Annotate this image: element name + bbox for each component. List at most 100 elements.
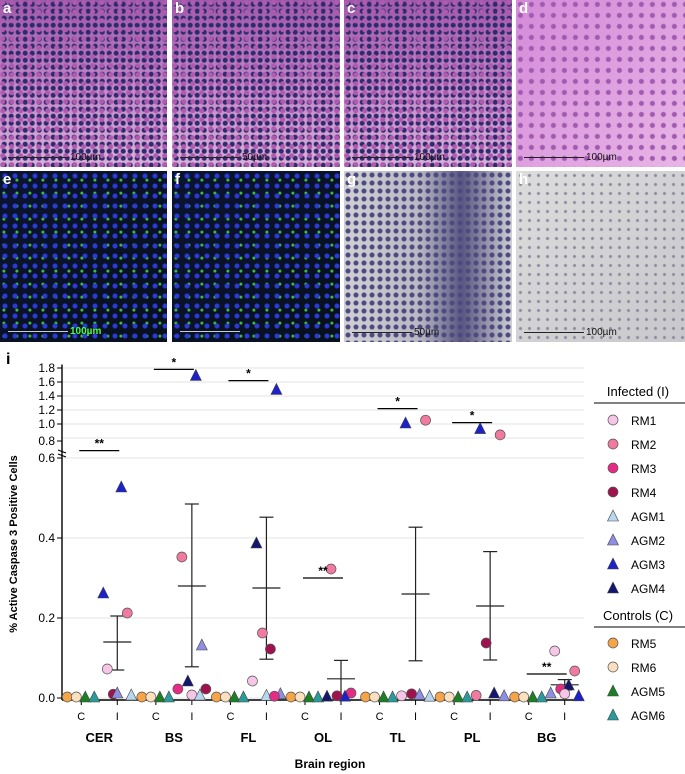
significance-label: * [470, 409, 475, 423]
data-point-agm1 [260, 688, 273, 701]
data-point-agm3 [572, 689, 585, 702]
legend-marker-agm3 [607, 557, 619, 570]
legend-label: RM5 [631, 637, 657, 651]
y-tick-label: 1.6 [38, 375, 55, 389]
micrograph-panel-d: d 100µm [516, 0, 685, 167]
panel-label-i: i [6, 351, 10, 368]
scale-label: 100µm [70, 152, 101, 163]
legend-label: AGM6 [631, 709, 665, 723]
data-point-rm2 [420, 414, 431, 426]
data-point-rm4 [480, 637, 492, 649]
significance-label: * [172, 355, 177, 369]
data-point-rm5 [61, 691, 73, 703]
y-tick-label: 1.0 [38, 417, 55, 431]
legend-label: AGM1 [631, 510, 665, 524]
data-point-rm1 [101, 663, 113, 675]
data-point-agm4 [181, 674, 194, 687]
y-tick-label: 1.4 [38, 389, 55, 403]
data-point-agm1 [423, 689, 436, 702]
legend-label: RM3 [631, 462, 657, 476]
y-tick-label: 1.2 [38, 403, 55, 417]
data-point-rm2 [470, 690, 482, 701]
panel-label: b [175, 0, 185, 17]
y-tick-label: 1.8 [38, 361, 55, 375]
data-point-rm3 [172, 683, 184, 695]
data-point-rm5 [509, 691, 521, 703]
significance-label: * [395, 395, 400, 409]
panel-label: a [3, 0, 12, 17]
category-label: PL [464, 730, 481, 745]
x-subtick-label: C [525, 711, 533, 723]
scale-bar [8, 157, 68, 158]
legend-label: RM2 [631, 438, 657, 452]
data-point-agm3 [270, 382, 283, 395]
y-tick-label: 0.8 [38, 434, 55, 448]
x-subtick-label: I [414, 711, 417, 723]
data-point-agm5 [526, 690, 539, 703]
data-point-agm3 [399, 416, 412, 429]
x-subtick-label: C [77, 711, 85, 723]
legend-marker-rm2 [607, 438, 619, 450]
panel-label: e [3, 171, 12, 188]
data-point-agm5 [452, 690, 465, 703]
x-subtick-label: C [301, 711, 309, 723]
legend-title-infected: Infected (I) [607, 384, 669, 399]
scale-label: 50µm [242, 152, 268, 163]
data-point-rm2 [121, 607, 133, 619]
legend-label: AGM4 [631, 582, 665, 596]
x-subtick-label: C [376, 711, 384, 723]
category-label: BG [537, 730, 557, 745]
data-point-agm6 [237, 690, 250, 703]
data-point-agm5 [228, 690, 241, 703]
data-point-agm6 [162, 690, 175, 703]
data-point-rm4 [265, 643, 276, 655]
data-point-agm4 [250, 536, 263, 549]
x-subtick-label: I [116, 711, 119, 723]
data-point-rm5 [211, 691, 222, 703]
data-point-agm5 [377, 690, 390, 703]
data-point-rm1 [559, 688, 571, 700]
legend-title-controls: Controls (C) [603, 608, 673, 623]
micrograph-panel-f: f [172, 171, 340, 342]
category-label: BS [165, 730, 183, 745]
significance-label: * [246, 367, 251, 381]
data-point-rm1 [549, 645, 561, 657]
legend-marker-rm5 [607, 637, 619, 649]
scale-bar [180, 157, 240, 158]
x-subtick-label: I [563, 711, 566, 723]
data-point-rm6 [70, 691, 82, 703]
micrograph-panel-b: b 50µm [172, 0, 340, 167]
scale-label: 100µm [586, 152, 617, 163]
micrograph-panel-g: g 50µm [344, 171, 512, 342]
scale-bar [352, 157, 412, 158]
x-subtick-label: I [489, 711, 492, 723]
category-label: OL [314, 730, 332, 745]
legend-label: RM4 [631, 486, 657, 500]
data-point-rm2 [325, 563, 337, 575]
data-point-agm6 [386, 690, 399, 703]
micrograph-panel-h: h 100µm [516, 171, 685, 342]
data-point-agm5 [153, 690, 166, 703]
legend-marker-rm4 [607, 486, 619, 498]
data-point-rm1 [247, 675, 258, 687]
data-point-rm4 [200, 683, 212, 695]
data-point-agm2 [413, 687, 426, 700]
scale-label: 100µm [70, 326, 102, 337]
data-point-agm6 [535, 690, 548, 703]
data-point-rm5 [434, 691, 446, 703]
data-point-rm2 [494, 429, 506, 441]
data-point-agm6 [312, 690, 324, 703]
x-subtick-label: C [226, 711, 234, 723]
data-point-rm4 [406, 688, 417, 700]
x-subtick-label: C [450, 711, 458, 723]
y-tick-label: 0.6 [38, 451, 55, 465]
micrograph-panel-c: c 100µm [344, 0, 512, 167]
legend-label: RM1 [631, 414, 657, 428]
significance-label: ** [95, 437, 105, 451]
scale-label: 50µm [414, 327, 440, 338]
x-subtick-label: I [190, 711, 193, 723]
scale-bar [180, 331, 240, 332]
data-point-agm3 [115, 480, 128, 493]
data-point-agm2 [111, 686, 124, 699]
legend-marker-agm4 [607, 581, 619, 594]
